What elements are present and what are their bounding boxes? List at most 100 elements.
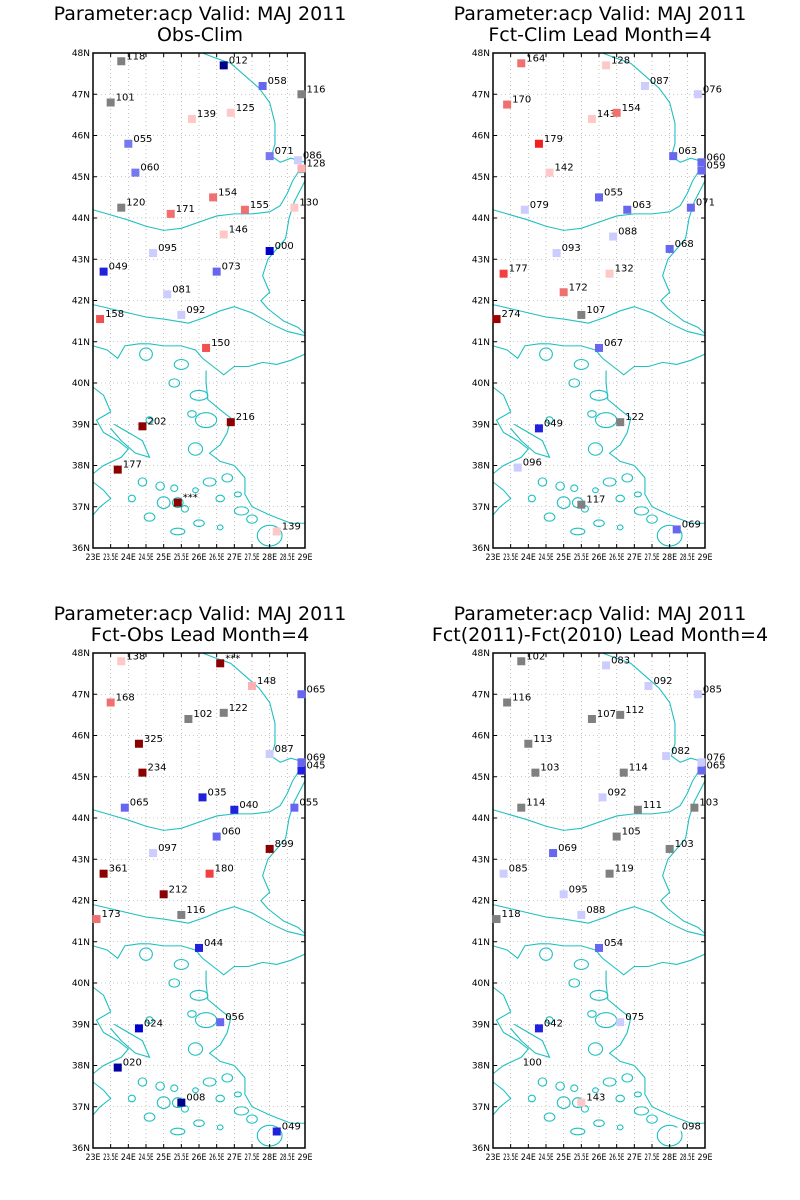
station-value-label: 069: [682, 519, 701, 530]
x-tick-label: 28.5E: [280, 553, 295, 563]
station-marker: [272, 527, 281, 536]
station-value-label: 068: [675, 239, 694, 250]
station-value-label: 079: [530, 200, 549, 211]
x-tick-label: 28.5E: [280, 1153, 295, 1163]
station-value-label: 103: [675, 839, 694, 850]
station-value-label: 120: [126, 198, 145, 209]
station-value-label: 325: [144, 734, 163, 745]
y-tick-label: 40N: [72, 379, 90, 389]
station-value-label: 065: [306, 684, 325, 695]
station-marker: [159, 890, 168, 899]
grid-lines: [493, 653, 705, 1148]
station-marker: [117, 203, 126, 212]
y-tick-label: 39N: [72, 420, 90, 430]
y-tick-label: 45N: [72, 773, 90, 783]
station-value-label: 083: [611, 655, 630, 666]
station-marker: [513, 463, 522, 472]
x-tick-label: 29E: [698, 553, 713, 563]
x-tick-label: 25.5E: [174, 1153, 189, 1163]
station-marker: [138, 768, 147, 777]
station-value-label: 055: [133, 134, 152, 145]
x-tick-label: 24E: [121, 1153, 136, 1163]
station-marker: [202, 343, 211, 352]
station-marker: [297, 766, 306, 775]
x-tick-label: 27.5E: [245, 553, 260, 563]
station-marker: [212, 832, 221, 841]
y-tick-label: 46N: [72, 732, 90, 742]
x-tick-label: 29E: [298, 553, 313, 563]
station-marker: [549, 849, 558, 858]
station-marker: [258, 82, 267, 90]
station-value-label: 049: [544, 418, 563, 429]
panel-title-line1: Parameter:acp Valid: MAJ 2011: [453, 3, 747, 25]
station-value-label: 114: [629, 763, 648, 774]
panel-title-line2: Fct-Clim Lead Month=4: [488, 24, 712, 46]
panel-fct-diff: Parameter:acp Valid: MAJ 2011 Fct(2011)-…: [400, 600, 800, 1200]
station-marker: [492, 915, 501, 924]
station-value-label: 103: [699, 798, 718, 809]
x-tick-label: 23E: [86, 553, 101, 563]
station-marker: [134, 1024, 143, 1033]
x-tick-label: 27E: [227, 1153, 242, 1163]
station-value-label: 170: [512, 95, 531, 106]
y-tick-label: 48N: [72, 649, 90, 659]
y-tick-label: 39N: [72, 1020, 90, 1030]
y-tick-label: 38N: [472, 462, 490, 472]
station-value-label: 092: [653, 676, 672, 687]
station-marker: [297, 690, 306, 699]
station-marker: [195, 943, 203, 952]
y-tick-label: 36N: [472, 544, 490, 554]
station-marker: [297, 164, 306, 173]
station-marker: [686, 203, 695, 212]
station-marker: [198, 793, 207, 802]
y-tick-label: 44N: [472, 814, 490, 824]
station-marker: [640, 82, 649, 90]
station-value-label: 065: [706, 761, 725, 772]
station-marker: [534, 1024, 543, 1033]
station-marker: [219, 230, 228, 239]
station-marker: [602, 61, 611, 70]
station-value-label: 171: [176, 204, 195, 215]
station-value-label: 179: [544, 134, 563, 145]
y-tick-label: 40N: [72, 979, 90, 989]
station-marker: [187, 115, 196, 123]
station-value-label: 180: [215, 864, 234, 875]
y-tick-label: 44N: [72, 214, 90, 224]
station-value-label: 060: [222, 827, 241, 838]
station-marker: [113, 1063, 122, 1072]
station-marker: [669, 152, 678, 161]
station-marker: [503, 698, 512, 707]
station-marker: [177, 910, 186, 919]
station-marker: [117, 57, 126, 66]
x-tick-label: 25E: [556, 553, 571, 563]
station-value-label: 102: [526, 651, 545, 662]
station-value-label: 035: [208, 787, 227, 798]
station-marker: [552, 249, 561, 258]
panel-title-line1: Parameter:acp Valid: MAJ 2011: [53, 603, 347, 625]
y-tick-label: 38N: [72, 462, 90, 472]
station-marker: [265, 152, 274, 161]
station-value-label: 361: [109, 864, 128, 875]
y-tick-label: 48N: [472, 49, 490, 59]
y-tick-label: 37N: [72, 1103, 90, 1113]
station-value-label: 086: [303, 150, 322, 161]
station-value-label: 075: [625, 1012, 644, 1023]
station-marker: [616, 418, 625, 427]
station-value-label: 142: [555, 163, 574, 174]
station-marker: [616, 710, 625, 719]
station-marker: [612, 832, 621, 841]
station-marker: [605, 269, 614, 278]
x-tick-label: 26E: [192, 1153, 207, 1163]
station-marker: [131, 168, 140, 177]
station-marker: [595, 943, 603, 952]
station-marker: [517, 59, 526, 68]
station-value-label: 172: [569, 282, 588, 293]
y-tick-label: 41N: [72, 338, 90, 348]
station-value-label: ***: [183, 493, 198, 504]
y-tick-label: 38N: [472, 1062, 490, 1072]
station-value-label: 212: [169, 884, 188, 895]
station-marker: [177, 310, 186, 319]
x-tick-label: 26E: [592, 1153, 607, 1163]
station-marker: [672, 525, 681, 534]
station-marker: [693, 690, 702, 699]
